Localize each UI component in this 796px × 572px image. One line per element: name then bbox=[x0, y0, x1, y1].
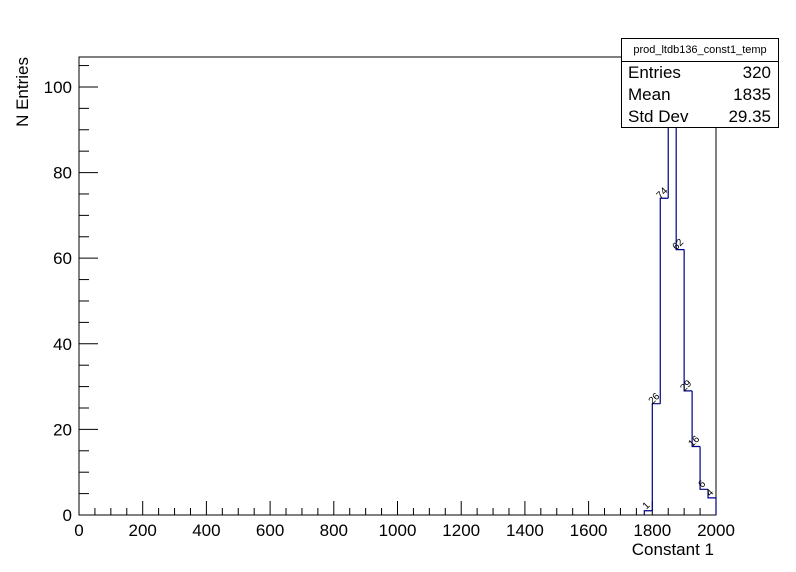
histogram-bin bbox=[643, 510, 653, 515]
histogram-bin bbox=[659, 197, 669, 404]
histogram-bin bbox=[707, 489, 717, 515]
stats-title: prod_ltdb136_const1_temp bbox=[622, 39, 778, 62]
stats-stddev-row: Std Dev 29.35 bbox=[628, 106, 771, 128]
histogram-bin bbox=[651, 403, 661, 511]
y-tick-label: 20 bbox=[53, 420, 72, 439]
y-axis-title: N Entries bbox=[13, 57, 32, 127]
stats-stddev-value: 29.35 bbox=[728, 107, 771, 126]
x-axis: 0 200 400 600 800 1000 1200 1400 1600 1800 2000 bbox=[74, 501, 735, 540]
y-tick-label: 100 bbox=[44, 78, 72, 97]
stats-entries-value: 320 bbox=[742, 63, 771, 82]
stats-mean-label: Mean bbox=[628, 85, 671, 104]
y-tick-label: 60 bbox=[53, 249, 72, 268]
bin-value-label: 4 bbox=[704, 487, 716, 499]
y-axis: 0 20 40 60 80 100 bbox=[44, 65, 98, 525]
x-tick-label: 1400 bbox=[506, 521, 544, 540]
stats-stddev-label: Std Dev bbox=[628, 107, 689, 126]
y-tick-label: 40 bbox=[53, 335, 72, 354]
x-tick-label: 1200 bbox=[442, 521, 480, 540]
x-tick-label: 2000 bbox=[697, 521, 735, 540]
histogram-bin bbox=[691, 390, 701, 448]
stats-mean-row: Mean 1835 bbox=[628, 84, 771, 106]
x-tick-label: 400 bbox=[192, 521, 220, 540]
x-tick-label: 200 bbox=[129, 521, 157, 540]
x-tick-label: 1000 bbox=[379, 521, 417, 540]
histogram-bin bbox=[683, 249, 693, 392]
x-tick-label: 1800 bbox=[633, 521, 671, 540]
x-tick-label: 600 bbox=[256, 521, 284, 540]
histogram-bin bbox=[699, 446, 709, 490]
stats-entries-label: Entries bbox=[628, 63, 681, 82]
stats-entries-row: Entries 320 bbox=[628, 62, 771, 84]
x-tick-label: 0 bbox=[74, 521, 83, 540]
x-axis-title: Constant 1 bbox=[632, 540, 714, 559]
stats-mean-value: 1835 bbox=[733, 85, 771, 104]
bin-value-label: 1 bbox=[641, 500, 653, 512]
x-tick-label: 800 bbox=[320, 521, 348, 540]
x-tick-label: 1600 bbox=[570, 521, 608, 540]
stats-box: prod_ltdb136_const1_temp Entries 320 Mea… bbox=[621, 38, 779, 128]
y-tick-label: 80 bbox=[53, 164, 72, 183]
y-tick-label: 0 bbox=[63, 506, 72, 525]
